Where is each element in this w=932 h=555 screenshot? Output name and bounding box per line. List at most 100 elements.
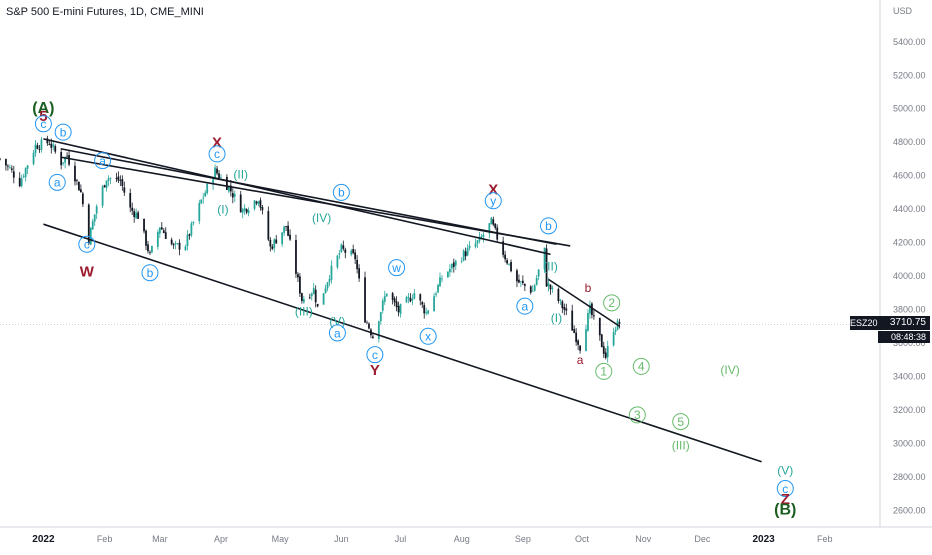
x-tick-label: Aug [454, 534, 470, 544]
candle-body [164, 232, 167, 239]
candle-body [494, 223, 497, 229]
wave-label-circle [672, 413, 690, 431]
candle-body [76, 180, 78, 181]
candle-body [271, 246, 274, 249]
candle-body [423, 305, 426, 314]
candle-body [454, 260, 457, 266]
candle-body [480, 236, 483, 238]
wave-label: X [488, 181, 498, 198]
candle-body [287, 225, 289, 236]
wave-label: a [334, 326, 341, 340]
x-tick-label: Sep [515, 534, 531, 544]
candle-body [395, 301, 398, 308]
wave-label-circle [628, 406, 646, 424]
x-tick-label: May [272, 534, 290, 544]
bar-countdown: 08:48:38 [878, 331, 930, 343]
wave-label: W [80, 263, 95, 280]
candle-body [24, 168, 27, 178]
ticker-badge: ESZ2022 [850, 316, 888, 330]
x-tick-label: Jul [395, 534, 407, 544]
candle-body [531, 290, 534, 292]
candle-body [243, 208, 246, 211]
candle-body [302, 298, 305, 303]
wave-label-circle [208, 145, 226, 163]
candle-body [519, 281, 522, 283]
candle-body [468, 245, 471, 249]
candle-body [190, 223, 193, 236]
candle-body [543, 247, 546, 270]
candle-body [300, 293, 303, 302]
candle-body [326, 282, 329, 289]
x-tick-label: 2022 [32, 534, 55, 545]
candle-body [516, 270, 518, 282]
candle-body [285, 226, 287, 227]
wave-label: (IV) [312, 211, 331, 225]
candle-body [50, 143, 53, 148]
wave-label: 4 [638, 360, 645, 374]
candle-body [295, 239, 297, 274]
candle-body [105, 180, 108, 188]
candle-body [253, 200, 256, 209]
candle-body [22, 176, 25, 178]
wave-label: b [545, 219, 552, 233]
wave-label: (I) [551, 311, 562, 325]
candle-body [52, 144, 55, 147]
candle-body [368, 323, 370, 329]
candle-body [474, 243, 477, 247]
candle-body [6, 165, 9, 167]
wave-label: (I) [217, 202, 228, 216]
candle-body [518, 279, 520, 283]
candle-body [299, 276, 301, 294]
candle-body [379, 312, 382, 322]
candle-body [598, 317, 601, 336]
candle-body [46, 138, 49, 144]
wave-label: a [521, 299, 528, 313]
candle-body [324, 288, 327, 293]
wave-label-circle [328, 324, 346, 342]
candle-body [184, 246, 187, 251]
candle-body [557, 288, 560, 301]
wave-label: b [585, 281, 592, 295]
wave-label: b [338, 186, 345, 200]
wave-label: (II) [543, 259, 558, 273]
candle-body [212, 179, 214, 185]
candle-body [158, 227, 161, 234]
candle-body [200, 199, 203, 204]
y-tick-label: 3200.00 [893, 405, 926, 415]
wave-label: X [212, 135, 222, 152]
wave-label: b [60, 125, 67, 139]
wave-label: (II) [233, 167, 248, 181]
candle-body [226, 176, 228, 191]
candle-body [60, 152, 63, 166]
wave-label: c [214, 147, 220, 161]
candle-body [604, 352, 607, 358]
candle-body [606, 346, 609, 358]
candle-body [103, 185, 106, 188]
candle-body [433, 296, 435, 312]
y-tick-label: 4600.00 [893, 171, 926, 181]
wave-label: 3 [634, 408, 641, 422]
wave-label: c [372, 348, 378, 362]
x-tick-label: Feb [97, 534, 113, 544]
candle-body [492, 219, 495, 225]
wave-label-circle [516, 297, 534, 315]
candle-body [377, 321, 380, 340]
trend-line [43, 138, 551, 256]
wave-label: Z [781, 491, 790, 508]
candle-body [89, 227, 92, 245]
candle-body [188, 234, 191, 236]
candle-body [308, 297, 311, 299]
candle-body [32, 152, 35, 165]
candle-body [269, 239, 272, 247]
candle-body [26, 165, 29, 169]
candle-body [450, 263, 453, 269]
candle-body [600, 334, 603, 348]
candle-body [589, 304, 591, 314]
wave-label: (B) [774, 501, 796, 518]
candle-body [425, 312, 428, 314]
candle-body [383, 296, 386, 302]
candle-body [322, 293, 325, 305]
candle-body [405, 297, 408, 303]
